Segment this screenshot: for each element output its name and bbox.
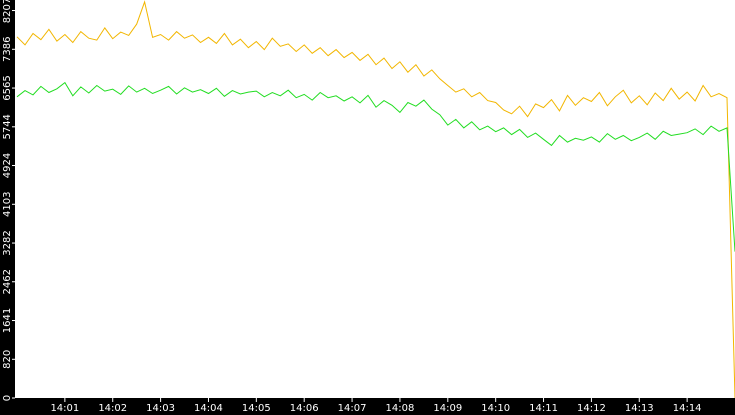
x-tick-label: 14:02	[98, 403, 127, 414]
x-tick-label: 14:12	[577, 403, 606, 414]
y-tick-label: 7386	[2, 37, 13, 62]
y-tick-label: 1641	[2, 308, 13, 333]
x-tick-label: 14:09	[433, 403, 462, 414]
x-tick-label: 14:05	[242, 403, 271, 414]
y-tick-label: 2462	[2, 269, 13, 294]
x-tick-label: 14:14	[673, 403, 702, 414]
x-tick-label: 14:06	[290, 403, 319, 414]
x-tick-label: 14:08	[386, 403, 415, 414]
y-tick-label: 4924	[2, 153, 13, 178]
y-tick-label: 4103	[2, 192, 13, 217]
x-tick-label: 14:10	[481, 403, 510, 414]
y-tick-label: 0	[2, 395, 13, 401]
y-axis-strip	[0, 0, 15, 415]
y-tick-label: 6565	[2, 75, 13, 100]
series-line	[16, 0, 735, 399]
y-tick-label: 8207	[2, 0, 13, 23]
x-tick-label: 14:13	[625, 403, 654, 414]
x-tick-label: 14:01	[50, 403, 79, 414]
y-tick-label: 3282	[2, 230, 13, 255]
series-line	[16, 81, 735, 252]
x-axis-strip	[0, 398, 735, 415]
y-tick-label: 5744	[2, 114, 13, 139]
x-tick-label: 14:03	[146, 403, 175, 414]
x-tick-label: 14:07	[338, 403, 367, 414]
y-tick-label: 820	[2, 350, 13, 369]
x-tick-label: 14:04	[194, 403, 223, 414]
x-tick-label: 14:11	[529, 403, 558, 414]
